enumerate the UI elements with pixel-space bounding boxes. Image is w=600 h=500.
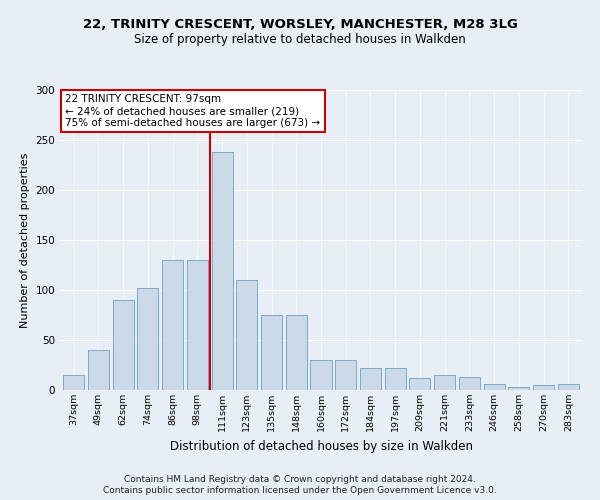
X-axis label: Distribution of detached houses by size in Walkden: Distribution of detached houses by size …: [170, 440, 473, 452]
Bar: [385, 368, 406, 390]
Text: Contains HM Land Registry data © Crown copyright and database right 2024.: Contains HM Land Registry data © Crown c…: [124, 475, 476, 484]
Bar: [63, 375, 84, 390]
Bar: [409, 378, 430, 390]
Bar: [137, 288, 158, 390]
Bar: [360, 368, 381, 390]
Bar: [187, 260, 208, 390]
Text: 22 TRINITY CRESCENT: 97sqm
← 24% of detached houses are smaller (219)
75% of sem: 22 TRINITY CRESCENT: 97sqm ← 24% of deta…: [65, 94, 320, 128]
Bar: [335, 360, 356, 390]
Bar: [484, 384, 505, 390]
Bar: [533, 385, 554, 390]
Bar: [261, 315, 282, 390]
Bar: [212, 152, 233, 390]
Text: 22, TRINITY CRESCENT, WORSLEY, MANCHESTER, M28 3LG: 22, TRINITY CRESCENT, WORSLEY, MANCHESTE…: [83, 18, 517, 30]
Text: Contains public sector information licensed under the Open Government Licence v3: Contains public sector information licen…: [103, 486, 497, 495]
Bar: [113, 300, 134, 390]
Bar: [310, 360, 332, 390]
Text: Size of property relative to detached houses in Walkden: Size of property relative to detached ho…: [134, 32, 466, 46]
Bar: [459, 377, 480, 390]
Bar: [162, 260, 183, 390]
Bar: [286, 315, 307, 390]
Bar: [88, 350, 109, 390]
Bar: [558, 384, 579, 390]
Bar: [508, 387, 529, 390]
Y-axis label: Number of detached properties: Number of detached properties: [20, 152, 30, 328]
Bar: [434, 375, 455, 390]
Bar: [236, 280, 257, 390]
